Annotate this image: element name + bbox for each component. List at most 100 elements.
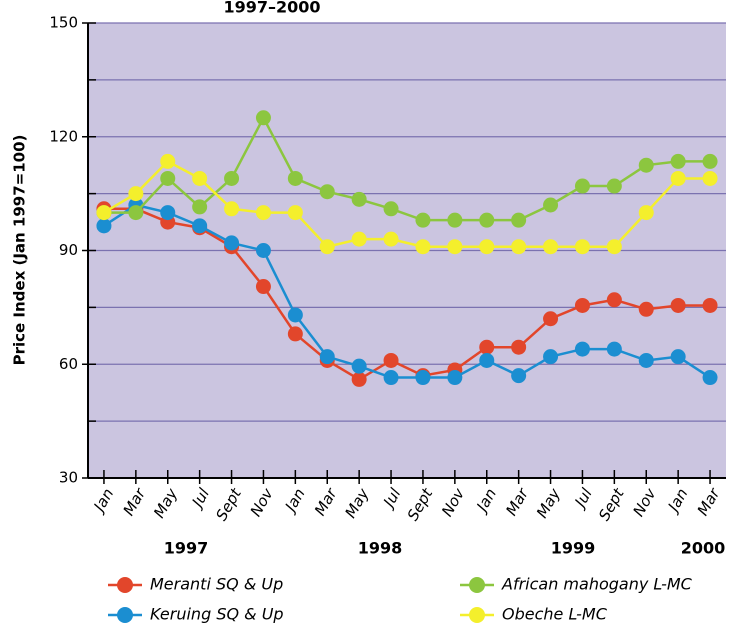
data-point (192, 199, 208, 215)
data-point (128, 205, 144, 221)
x-tick-label: Sept (212, 484, 245, 524)
data-point (160, 153, 176, 169)
data-point (479, 339, 495, 355)
data-point (638, 205, 654, 221)
data-point (702, 370, 718, 386)
data-point (543, 239, 559, 255)
data-point (351, 371, 367, 387)
x-tick-label: Jan (89, 485, 118, 517)
x-tick-label: Nov (438, 484, 469, 519)
data-point (574, 178, 590, 194)
data-point (255, 243, 271, 258)
data-point (670, 170, 686, 186)
year-label: 1998 (358, 539, 403, 558)
data-point (383, 370, 399, 386)
x-tick-label: Nov (629, 484, 660, 519)
x-tick-label: Mar (502, 485, 532, 519)
year-label: 1997 (164, 539, 209, 558)
x-tick-label: Jan (280, 485, 309, 517)
data-point (511, 368, 527, 384)
legend-marker (469, 607, 485, 623)
data-point (447, 212, 463, 228)
data-point (160, 170, 176, 186)
y-tick-label: 30 (59, 469, 78, 487)
x-tick-label: Sept (404, 484, 437, 524)
data-point (543, 197, 559, 213)
data-point (479, 239, 495, 255)
data-point (574, 239, 590, 255)
x-tick-label: Jul (378, 485, 405, 513)
data-point (702, 170, 718, 186)
data-point (96, 218, 112, 234)
data-point (543, 311, 559, 327)
data-point (224, 201, 240, 217)
data-point (287, 307, 303, 323)
data-point (670, 153, 686, 169)
data-point (383, 201, 399, 217)
data-point (383, 231, 399, 247)
data-point (351, 231, 367, 247)
y-axis-label: Price Index (Jan 1997=100) (11, 135, 29, 366)
data-point (224, 235, 240, 251)
data-point (702, 297, 718, 313)
chart-title: 1997–2000 (223, 0, 320, 17)
data-point (224, 170, 240, 186)
data-point (606, 239, 622, 255)
data-point (606, 341, 622, 357)
legend-marker (117, 577, 133, 593)
data-point (479, 212, 495, 228)
data-point (160, 205, 176, 221)
data-point (606, 178, 622, 194)
legend-marker (469, 577, 485, 593)
data-point (351, 191, 367, 207)
data-point (479, 352, 495, 368)
data-point (447, 370, 463, 386)
data-point (255, 205, 271, 221)
data-point (351, 358, 367, 374)
data-point (670, 297, 686, 313)
data-point (415, 212, 431, 228)
data-point (574, 341, 590, 357)
data-point (96, 205, 112, 221)
data-point (319, 349, 335, 365)
data-point (255, 279, 271, 295)
data-point (287, 326, 303, 342)
data-point (415, 239, 431, 255)
year-label: 2000 (681, 539, 726, 558)
legend-marker (117, 607, 133, 623)
x-tick-label: Jul (570, 485, 597, 513)
data-point (192, 170, 208, 186)
y-tick-label: 150 (49, 14, 78, 32)
x-tick-label: Sept (595, 484, 628, 524)
data-point (574, 297, 590, 313)
legend-label: African mahogany L-MC (501, 575, 693, 594)
year-label: 1999 (551, 539, 596, 558)
x-tick-label: Jan (663, 485, 692, 517)
data-point (192, 218, 208, 234)
data-point (702, 153, 718, 169)
legend-label: Obeche L-MC (502, 605, 608, 624)
data-point (638, 352, 654, 368)
y-tick-label: 120 (49, 127, 78, 145)
x-tick-label: Mar (311, 485, 341, 519)
x-tick-label: Jan (471, 485, 500, 517)
x-tick-label: May (150, 484, 182, 521)
legend-label: Meranti SQ & Up (150, 575, 283, 594)
data-point (383, 352, 399, 368)
data-point (319, 184, 335, 200)
data-point (511, 212, 527, 228)
legend-label: Keruing SQ & Up (150, 605, 284, 624)
data-point (606, 292, 622, 308)
data-point (415, 370, 431, 386)
data-point (319, 239, 335, 255)
data-point (638, 301, 654, 317)
data-point (128, 186, 144, 202)
data-point (543, 349, 559, 365)
y-tick-label: 90 (59, 241, 78, 259)
y-tick-label: 60 (59, 355, 78, 373)
data-point (638, 157, 654, 173)
x-tick-label: Mar (694, 485, 724, 519)
x-tick-label: Jul (187, 485, 214, 513)
x-tick-label: May (341, 484, 373, 521)
